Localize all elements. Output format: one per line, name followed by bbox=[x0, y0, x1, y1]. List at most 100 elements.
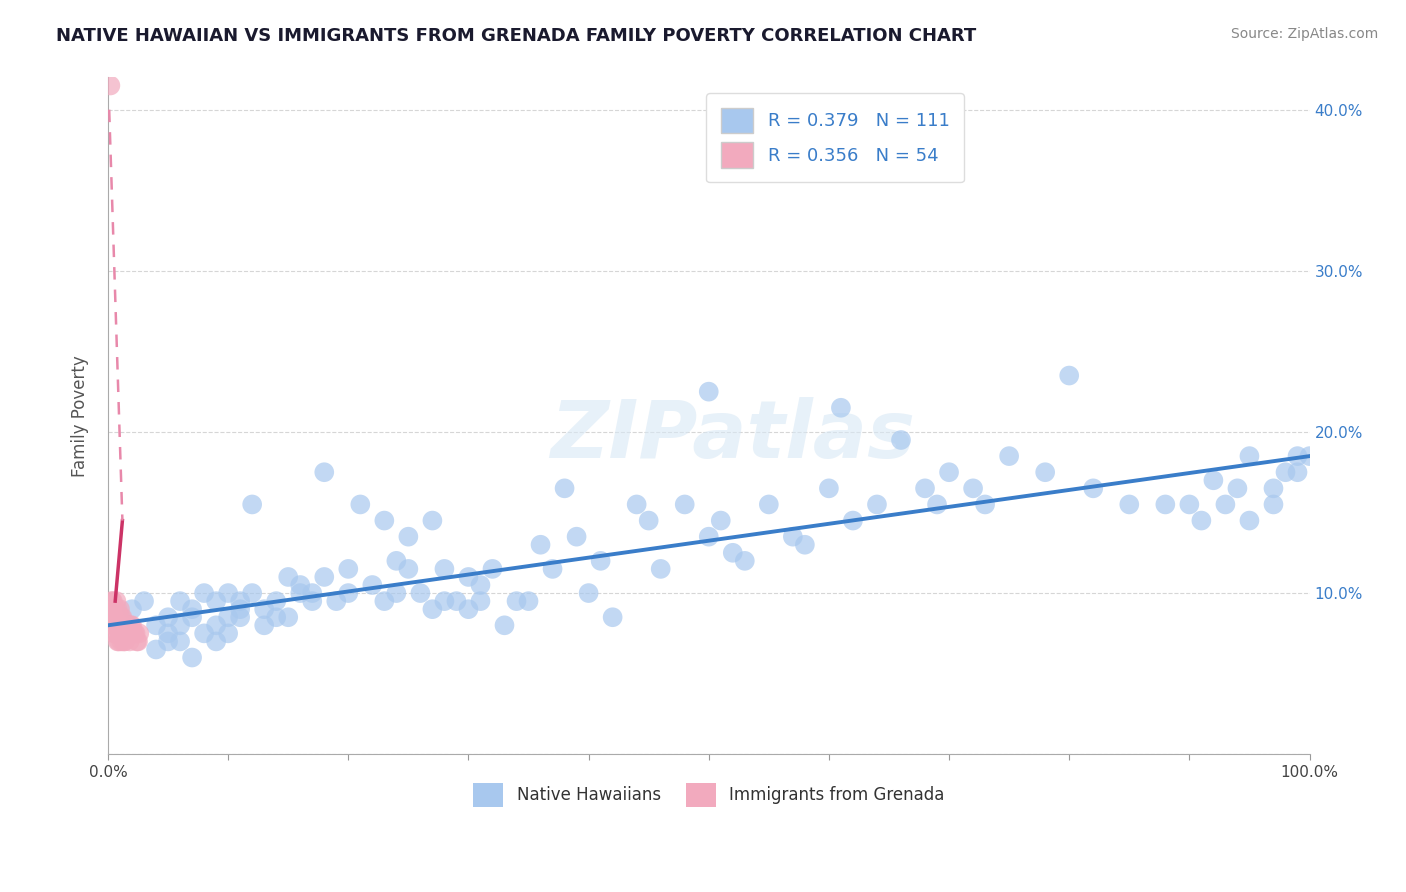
Point bbox=[938, 465, 960, 479]
Point bbox=[217, 610, 239, 624]
Point bbox=[373, 594, 395, 608]
Point bbox=[107, 634, 129, 648]
Point bbox=[110, 610, 132, 624]
Point bbox=[112, 618, 135, 632]
Point bbox=[385, 586, 408, 600]
Point bbox=[337, 586, 360, 600]
Text: Source: ZipAtlas.com: Source: ZipAtlas.com bbox=[1230, 27, 1378, 41]
Point bbox=[650, 562, 672, 576]
Point bbox=[205, 634, 228, 648]
Point bbox=[121, 618, 143, 632]
Point bbox=[111, 626, 134, 640]
Point bbox=[127, 634, 149, 648]
Point bbox=[1274, 465, 1296, 479]
Point bbox=[115, 618, 138, 632]
Point bbox=[301, 586, 323, 600]
Point bbox=[1239, 514, 1261, 528]
Point bbox=[349, 498, 371, 512]
Point bbox=[105, 618, 128, 632]
Point bbox=[385, 554, 408, 568]
Point bbox=[112, 626, 135, 640]
Point bbox=[124, 626, 146, 640]
Point bbox=[103, 602, 125, 616]
Point bbox=[962, 481, 984, 495]
Point bbox=[529, 538, 551, 552]
Point bbox=[998, 449, 1021, 463]
Point bbox=[110, 634, 132, 648]
Point bbox=[554, 481, 576, 495]
Point bbox=[890, 433, 912, 447]
Point bbox=[108, 626, 131, 640]
Point bbox=[710, 514, 733, 528]
Point bbox=[100, 594, 122, 608]
Text: ZIPatlas: ZIPatlas bbox=[550, 397, 915, 475]
Point bbox=[264, 610, 287, 624]
Point bbox=[107, 618, 129, 632]
Point bbox=[181, 650, 204, 665]
Point bbox=[121, 602, 143, 616]
Point bbox=[114, 626, 136, 640]
Point bbox=[396, 562, 419, 576]
Point bbox=[145, 618, 167, 632]
Point bbox=[108, 618, 131, 632]
Point bbox=[565, 530, 588, 544]
Point bbox=[1286, 449, 1309, 463]
Point bbox=[103, 626, 125, 640]
Point bbox=[145, 642, 167, 657]
Point bbox=[115, 618, 138, 632]
Point bbox=[578, 586, 600, 600]
Point bbox=[1202, 473, 1225, 487]
Point bbox=[314, 570, 336, 584]
Point bbox=[157, 610, 180, 624]
Point bbox=[396, 530, 419, 544]
Point bbox=[446, 594, 468, 608]
Point bbox=[1239, 449, 1261, 463]
Point bbox=[117, 618, 139, 632]
Point bbox=[107, 618, 129, 632]
Point bbox=[104, 602, 127, 616]
Point bbox=[914, 481, 936, 495]
Point bbox=[637, 514, 659, 528]
Point bbox=[240, 498, 263, 512]
Point bbox=[100, 610, 122, 624]
Point bbox=[169, 594, 191, 608]
Point bbox=[253, 602, 276, 616]
Point bbox=[481, 562, 503, 576]
Text: NATIVE HAWAIIAN VS IMMIGRANTS FROM GRENADA FAMILY POVERTY CORRELATION CHART: NATIVE HAWAIIAN VS IMMIGRANTS FROM GRENA… bbox=[56, 27, 977, 45]
Point bbox=[205, 618, 228, 632]
Point bbox=[325, 594, 347, 608]
Point bbox=[120, 626, 142, 640]
Point bbox=[782, 530, 804, 544]
Point bbox=[1226, 481, 1249, 495]
Point bbox=[1286, 465, 1309, 479]
Point bbox=[925, 498, 948, 512]
Point bbox=[105, 594, 128, 608]
Point bbox=[105, 610, 128, 624]
Point bbox=[277, 570, 299, 584]
Point bbox=[1178, 498, 1201, 512]
Point bbox=[229, 602, 252, 616]
Point bbox=[470, 594, 492, 608]
Point bbox=[181, 610, 204, 624]
Point bbox=[157, 626, 180, 640]
Point bbox=[253, 618, 276, 632]
Point bbox=[1263, 481, 1285, 495]
Point bbox=[181, 602, 204, 616]
Point bbox=[107, 634, 129, 648]
Point bbox=[422, 514, 444, 528]
Point bbox=[112, 634, 135, 648]
Point bbox=[517, 594, 540, 608]
Point bbox=[118, 634, 141, 648]
Point bbox=[1154, 498, 1177, 512]
Point bbox=[107, 602, 129, 616]
Point bbox=[626, 498, 648, 512]
Y-axis label: Family Poverty: Family Poverty bbox=[72, 355, 89, 476]
Point bbox=[1189, 514, 1212, 528]
Point bbox=[110, 618, 132, 632]
Point bbox=[1057, 368, 1080, 383]
Point bbox=[205, 594, 228, 608]
Point bbox=[217, 586, 239, 600]
Point bbox=[842, 514, 865, 528]
Point bbox=[118, 626, 141, 640]
Point bbox=[1263, 498, 1285, 512]
